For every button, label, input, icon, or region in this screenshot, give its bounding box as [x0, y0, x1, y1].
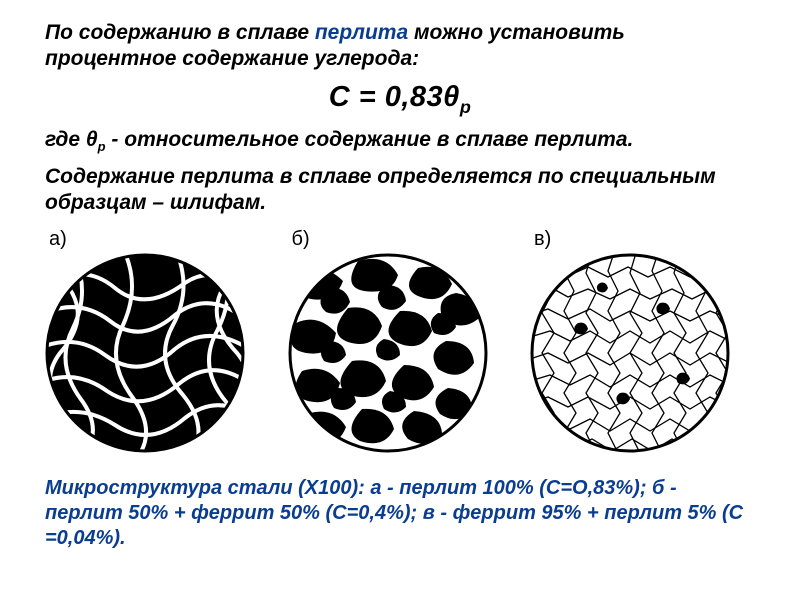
- microstructure-c-icon: [530, 253, 730, 453]
- figure-c-label: в): [534, 228, 755, 251]
- microstructure-a-icon: [45, 253, 245, 453]
- figure-a: а): [45, 228, 270, 458]
- where-paragraph: где θp - относительное содержание в спла…: [45, 127, 755, 155]
- figure-b: б): [288, 228, 513, 458]
- microstructure-b-icon: [288, 253, 488, 453]
- formula-lhs: С = 0,83: [329, 81, 443, 113]
- samples-paragraph: Содержание перлита в сплаве определяется…: [45, 164, 755, 217]
- figure-c: в): [530, 228, 755, 458]
- formula-sub: p: [460, 96, 471, 116]
- intro-highlight: перлита: [315, 21, 408, 44]
- where-pre: где θ: [45, 128, 98, 151]
- where-sub: p: [98, 139, 106, 154]
- where-post: - относительное содержание в сплаве перл…: [106, 128, 634, 151]
- formula: С = 0,83θp: [45, 81, 755, 118]
- intro-text-pre: По содержанию в сплаве: [45, 21, 315, 44]
- figure-a-label: а): [49, 228, 270, 251]
- formula-theta: θ: [443, 81, 460, 113]
- figure-caption: Микроструктура стали (Х100): а - перлит …: [45, 476, 755, 551]
- figure-row: а): [45, 228, 755, 458]
- figure-b-label: б): [292, 228, 513, 251]
- intro-paragraph: По содержанию в сплаве перлита можно уст…: [45, 20, 755, 73]
